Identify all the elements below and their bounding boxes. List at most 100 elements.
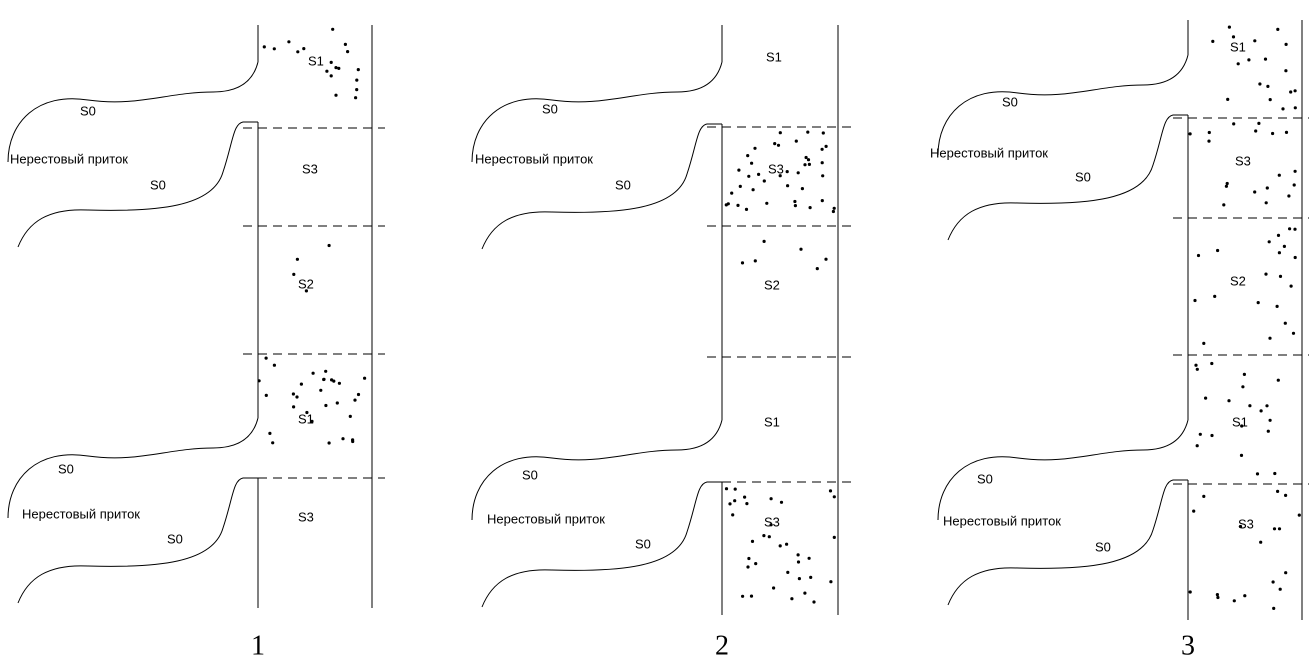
fish-dot [348,414,352,418]
fish-dot [1259,409,1263,413]
section-label: S0 [522,467,538,482]
fish-dot [731,513,735,517]
fish-dot [808,206,812,210]
fish-dot [257,379,261,383]
section-label: S2 [1230,273,1246,288]
fish-dot [264,393,268,397]
fish-dot [1207,130,1211,135]
fish-dot [1226,97,1230,101]
fish-dot [1284,571,1288,575]
section-label: S1 [1232,414,1248,429]
fish-dot [785,170,789,174]
fish-dot [355,78,359,82]
fish-dot [287,40,291,44]
fish-dot [1248,404,1252,408]
fish-dot [747,174,751,178]
fish-dot [1258,82,1262,86]
panel: S1 S0 Нерестовый приток S0 S3 S2 S1 S0 Нерестовы… [930,20,1309,661]
fish-dot [334,93,338,97]
fish-dot [769,497,773,501]
fish-dot [1267,240,1271,244]
fish-dot [745,502,749,506]
fish-dot [746,565,750,569]
fish-dot [730,191,734,195]
fish-dot [1240,424,1244,428]
tributary-bank [947,114,1188,241]
fish-dot [1266,84,1270,88]
fish-dot [329,74,333,78]
fish-dot [1216,248,1220,253]
fish-dot [1293,255,1297,260]
section-label: S3 [764,514,780,529]
fish-dot [1254,129,1258,133]
fish-dot [828,489,833,493]
fish-dot [1264,272,1268,276]
fish-dot [1188,132,1192,136]
panel-number: 3 [1181,630,1195,661]
fish-dot [354,96,358,100]
fish-dot [310,419,314,423]
fish-dot [762,239,766,243]
fish-dot [1268,418,1272,422]
fish-dot [726,202,730,206]
section-label: S3 [768,161,784,176]
section-label: S3 [1238,516,1254,531]
fish-dot [1202,341,1206,345]
fish-dot [786,570,790,575]
fish-dot [1271,131,1275,136]
fish-dot [820,147,824,151]
fish-dot [305,410,309,415]
section-label: S3 [298,509,314,524]
fish-dot [1278,587,1282,591]
fish-dot [1277,251,1281,255]
fish-dot [1297,513,1301,517]
section-label: S0 [1075,169,1091,184]
section-label: S0 [977,471,993,486]
fish-dot [272,363,276,367]
fish-dot [1273,471,1277,476]
tributary-bank [471,61,723,163]
fish-dot [1293,227,1297,231]
fish-dot [804,155,808,160]
section-label: S1 [298,411,314,426]
fish-dot [363,376,367,380]
fish-dot [747,556,751,561]
fish-dot [803,591,807,595]
section-label: S0 [1002,94,1018,109]
fish-dot [1195,444,1199,448]
fish-dot [820,161,824,165]
fish-dot [356,68,360,72]
fish-dot [1277,173,1281,177]
fish-dot [337,66,341,70]
fish-dot [1255,472,1260,476]
section-label: S3 [302,161,318,176]
fish-dot [772,586,776,590]
tributary-bank [17,477,258,604]
fish-dot [786,184,790,188]
section-label: S0 [542,101,558,116]
fish-dot [1213,294,1217,298]
fish-dot [824,257,828,261]
fish-dot [299,382,303,386]
tributary-bank [481,481,722,608]
fish-dot [807,556,811,560]
fish-dot [1236,62,1240,66]
fish-dot [268,431,272,435]
fish-dot [325,69,329,73]
fish-dot [302,47,306,51]
fish-dot [803,163,807,167]
fish-dot [1196,253,1201,258]
fish-dot [1265,404,1269,408]
fish-dot [1282,244,1286,248]
fish-dot [295,257,299,261]
fish-dot [1215,593,1219,597]
fish-dot [1216,595,1220,600]
fish-dot [779,500,784,504]
fish-dot [1278,274,1283,278]
fish-dot [796,560,801,564]
tributary-bank [481,123,722,250]
section-label: Нерестовый приток [943,513,1061,528]
fish-dot [330,378,334,382]
section-label: S0 [635,536,651,551]
fish-dot [778,131,782,135]
